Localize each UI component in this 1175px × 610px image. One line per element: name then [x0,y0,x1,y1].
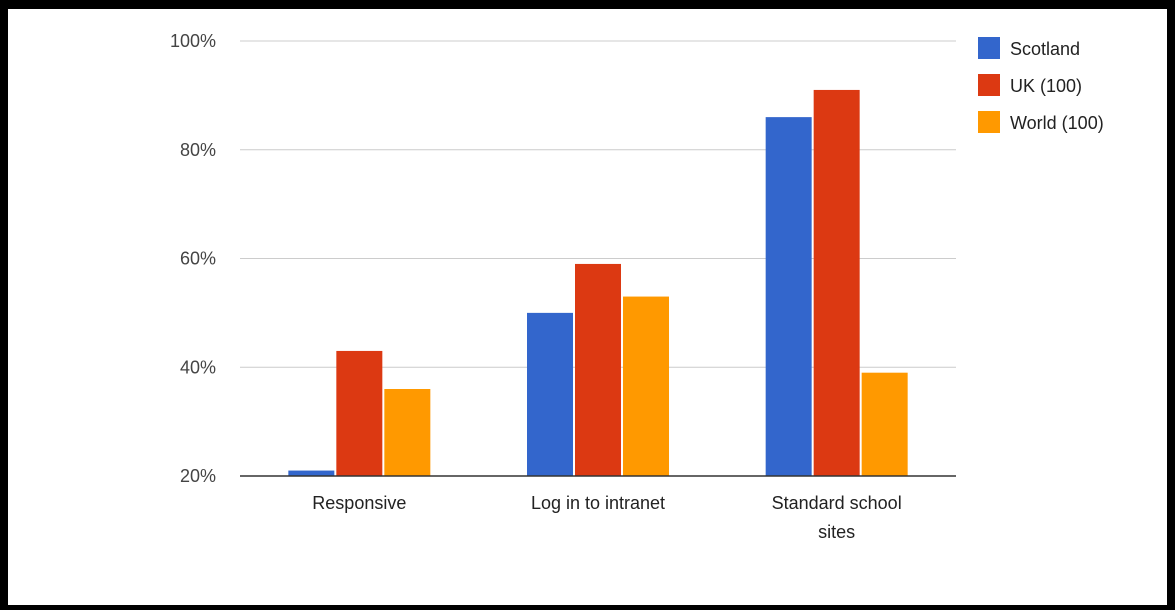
legend-label-scotland: Scotland [1010,39,1080,59]
bar-world-100-3[interactable] [861,372,908,476]
legend-label-world-100: World (100) [1010,113,1104,133]
category-label-3: Standard school sites [772,493,902,542]
y-tick-label-4: 100% [170,31,216,51]
y-axis-tick-labels: 20% 40% 60% 80% 100% [170,31,216,486]
category-label-1: Responsive [312,493,406,513]
legend-swatch-world-100 [978,111,1000,133]
bar-uk-100-2[interactable] [575,263,621,476]
y-tick-label-0: 20% [180,466,216,486]
bar-scotland-2[interactable] [527,312,573,476]
y-tick-label-3: 80% [180,140,216,160]
chart-frame: 20% 40% 60% 80% 100% Responsive Log in to int… [8,9,1167,605]
bar-world-100-2[interactable] [623,296,669,476]
bar-chart: 20% 40% 60% 80% 100% Responsive Log in to int… [170,31,1104,542]
bars [288,89,908,476]
bar-scotland-3[interactable] [765,117,812,476]
bar-world-100-1[interactable] [384,389,431,476]
legend-swatch-uk-100 [978,74,1000,96]
legend-swatch-scotland [978,37,1000,59]
x-axis-category-labels: Responsive Log in to intranet Standard sch… [312,493,901,542]
y-tick-label-1: 40% [180,357,216,377]
legend: Scotland UK (100) World (100) [978,37,1104,133]
category-label-2: Log in to intranet [531,493,665,513]
y-tick-label-2: 60% [180,249,216,269]
bar-uk-100-1[interactable] [336,350,383,476]
legend-label-uk-100: UK (100) [1010,76,1082,96]
bar-scotland-1[interactable] [288,470,335,476]
bar-uk-100-3[interactable] [813,89,860,476]
